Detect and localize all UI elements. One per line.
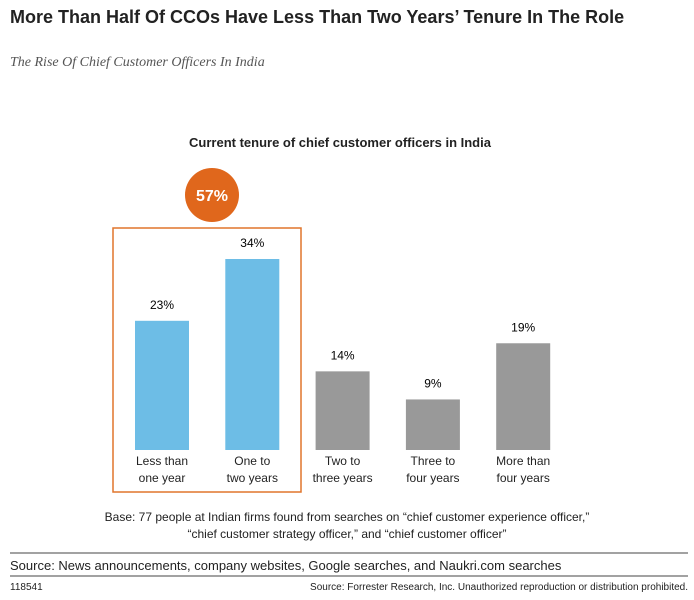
footer-source: Source: Forrester Research, Inc. Unautho… [310,582,688,593]
bar [225,259,280,450]
annotation-circle [185,168,239,222]
highlight-box [112,227,302,493]
bar [496,343,551,450]
value-label: 23% [150,298,174,312]
value-label: 34% [240,236,264,250]
bar [135,320,189,450]
x-tick-label: Three to four years [406,454,460,485]
value-label: 14% [331,348,355,362]
base-note: Base: 77 people at Indian firms found fr… [104,510,590,541]
x-tick-label: Less than one year [135,454,189,485]
value-label: 9% [424,376,442,390]
x-tick-label: Two to three years [312,454,373,485]
x-tick-label: More than four years [496,454,551,485]
bar [405,399,460,450]
annotation-label: 57% [196,188,228,205]
source: Source: News announcements, company webs… [10,558,562,573]
bar [315,371,370,450]
value-label: 19% [511,320,535,334]
footer-id: 118541 [10,582,43,593]
subtitle: The Rise Of Chief Customer Officers In I… [10,55,265,70]
chart-title: Current tenure of chief customer officer… [189,135,491,150]
title: More Than Half Of CCOs Have Less Than Tw… [10,7,625,27]
x-tick-label: One to two years [226,454,278,485]
